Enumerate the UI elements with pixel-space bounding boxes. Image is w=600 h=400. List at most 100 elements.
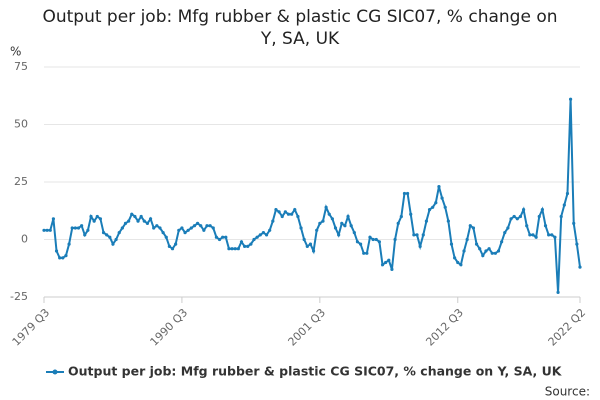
data-point	[64, 254, 68, 258]
data-point	[396, 221, 400, 225]
data-point	[434, 201, 438, 205]
data-point	[355, 240, 360, 244]
x-tick-label: 2012 Q3	[423, 306, 466, 349]
data-point	[493, 251, 497, 255]
data-point	[374, 237, 378, 242]
data-point	[490, 251, 494, 255]
x-tick-label: 2022 Q2	[546, 306, 589, 349]
data-point	[252, 237, 256, 242]
data-point	[208, 224, 212, 228]
data-point	[556, 290, 560, 294]
data-point	[302, 237, 306, 242]
data-point	[73, 226, 77, 230]
data-point	[418, 244, 422, 248]
data-point	[531, 233, 535, 237]
data-point	[515, 217, 519, 221]
data-point	[431, 205, 435, 209]
data-point	[83, 233, 87, 237]
data-point	[221, 235, 225, 239]
data-point	[427, 208, 432, 212]
data-point	[45, 228, 49, 232]
data-point	[474, 242, 479, 246]
data-point	[521, 208, 526, 212]
data-point	[299, 226, 303, 230]
data-point	[243, 244, 247, 248]
data-point	[67, 242, 71, 246]
data-point	[224, 235, 228, 239]
data-point	[186, 228, 190, 232]
data-point	[440, 196, 444, 200]
y-tick-label: 25	[14, 175, 28, 188]
data-point	[236, 247, 240, 251]
data-point	[127, 219, 131, 223]
data-point	[158, 226, 162, 230]
data-point	[246, 244, 250, 248]
data-point	[406, 191, 410, 196]
data-point	[578, 265, 582, 269]
data-point	[261, 231, 266, 235]
data-point	[274, 208, 278, 212]
data-point	[537, 214, 541, 219]
data-point	[568, 97, 573, 101]
data-point	[290, 212, 294, 216]
source: Source:	[545, 385, 590, 399]
data-point	[230, 247, 234, 251]
data-point	[167, 244, 171, 248]
data-point	[258, 233, 262, 237]
data-point	[139, 214, 143, 219]
data-point	[211, 226, 215, 230]
data-point	[148, 217, 153, 221]
data-point	[481, 254, 485, 258]
x-tick-label: 2001 Q3	[286, 306, 329, 349]
data-point	[76, 226, 81, 230]
data-point	[70, 226, 74, 230]
data-point	[268, 228, 272, 232]
data-point	[352, 231, 356, 235]
data-point	[421, 233, 425, 237]
data-point	[478, 247, 482, 251]
data-point	[89, 214, 93, 219]
data-point	[133, 214, 137, 219]
data-point	[192, 224, 197, 228]
data-point	[453, 256, 457, 260]
data-point	[155, 224, 159, 228]
data-point	[283, 210, 287, 214]
data-point	[114, 237, 118, 242]
data-point	[380, 263, 385, 267]
chart-title: Output per job: Mfg rubber & plastic CG …	[42, 7, 558, 49]
data-point	[368, 235, 372, 239]
data-point	[315, 228, 319, 232]
data-point	[462, 249, 466, 253]
data-point	[409, 212, 413, 216]
data-point	[525, 224, 529, 228]
data-point	[565, 191, 570, 196]
data-point	[468, 224, 472, 228]
data-point	[98, 217, 103, 221]
y-tick-label: -25	[10, 290, 28, 303]
data-point	[189, 226, 193, 230]
data-point	[415, 233, 419, 237]
data-point	[333, 226, 338, 230]
data-point	[311, 249, 316, 253]
data-point	[51, 217, 56, 221]
y-tick-label: 50	[14, 118, 28, 131]
data-point	[136, 219, 140, 223]
data-point	[399, 214, 403, 219]
data-point	[180, 226, 184, 230]
data-point	[271, 219, 275, 223]
data-point	[487, 247, 491, 251]
data-point	[233, 247, 237, 251]
data-point	[86, 228, 90, 232]
data-point	[199, 224, 203, 228]
data-point	[534, 235, 538, 239]
data-point	[239, 240, 244, 244]
data-point	[365, 251, 369, 255]
data-point	[459, 263, 463, 267]
data-point	[95, 214, 99, 219]
data-point	[58, 256, 62, 260]
legend-label: Output per job: Mfg rubber & plastic CG …	[68, 364, 563, 379]
data-point	[321, 219, 325, 223]
data-point	[349, 224, 353, 228]
